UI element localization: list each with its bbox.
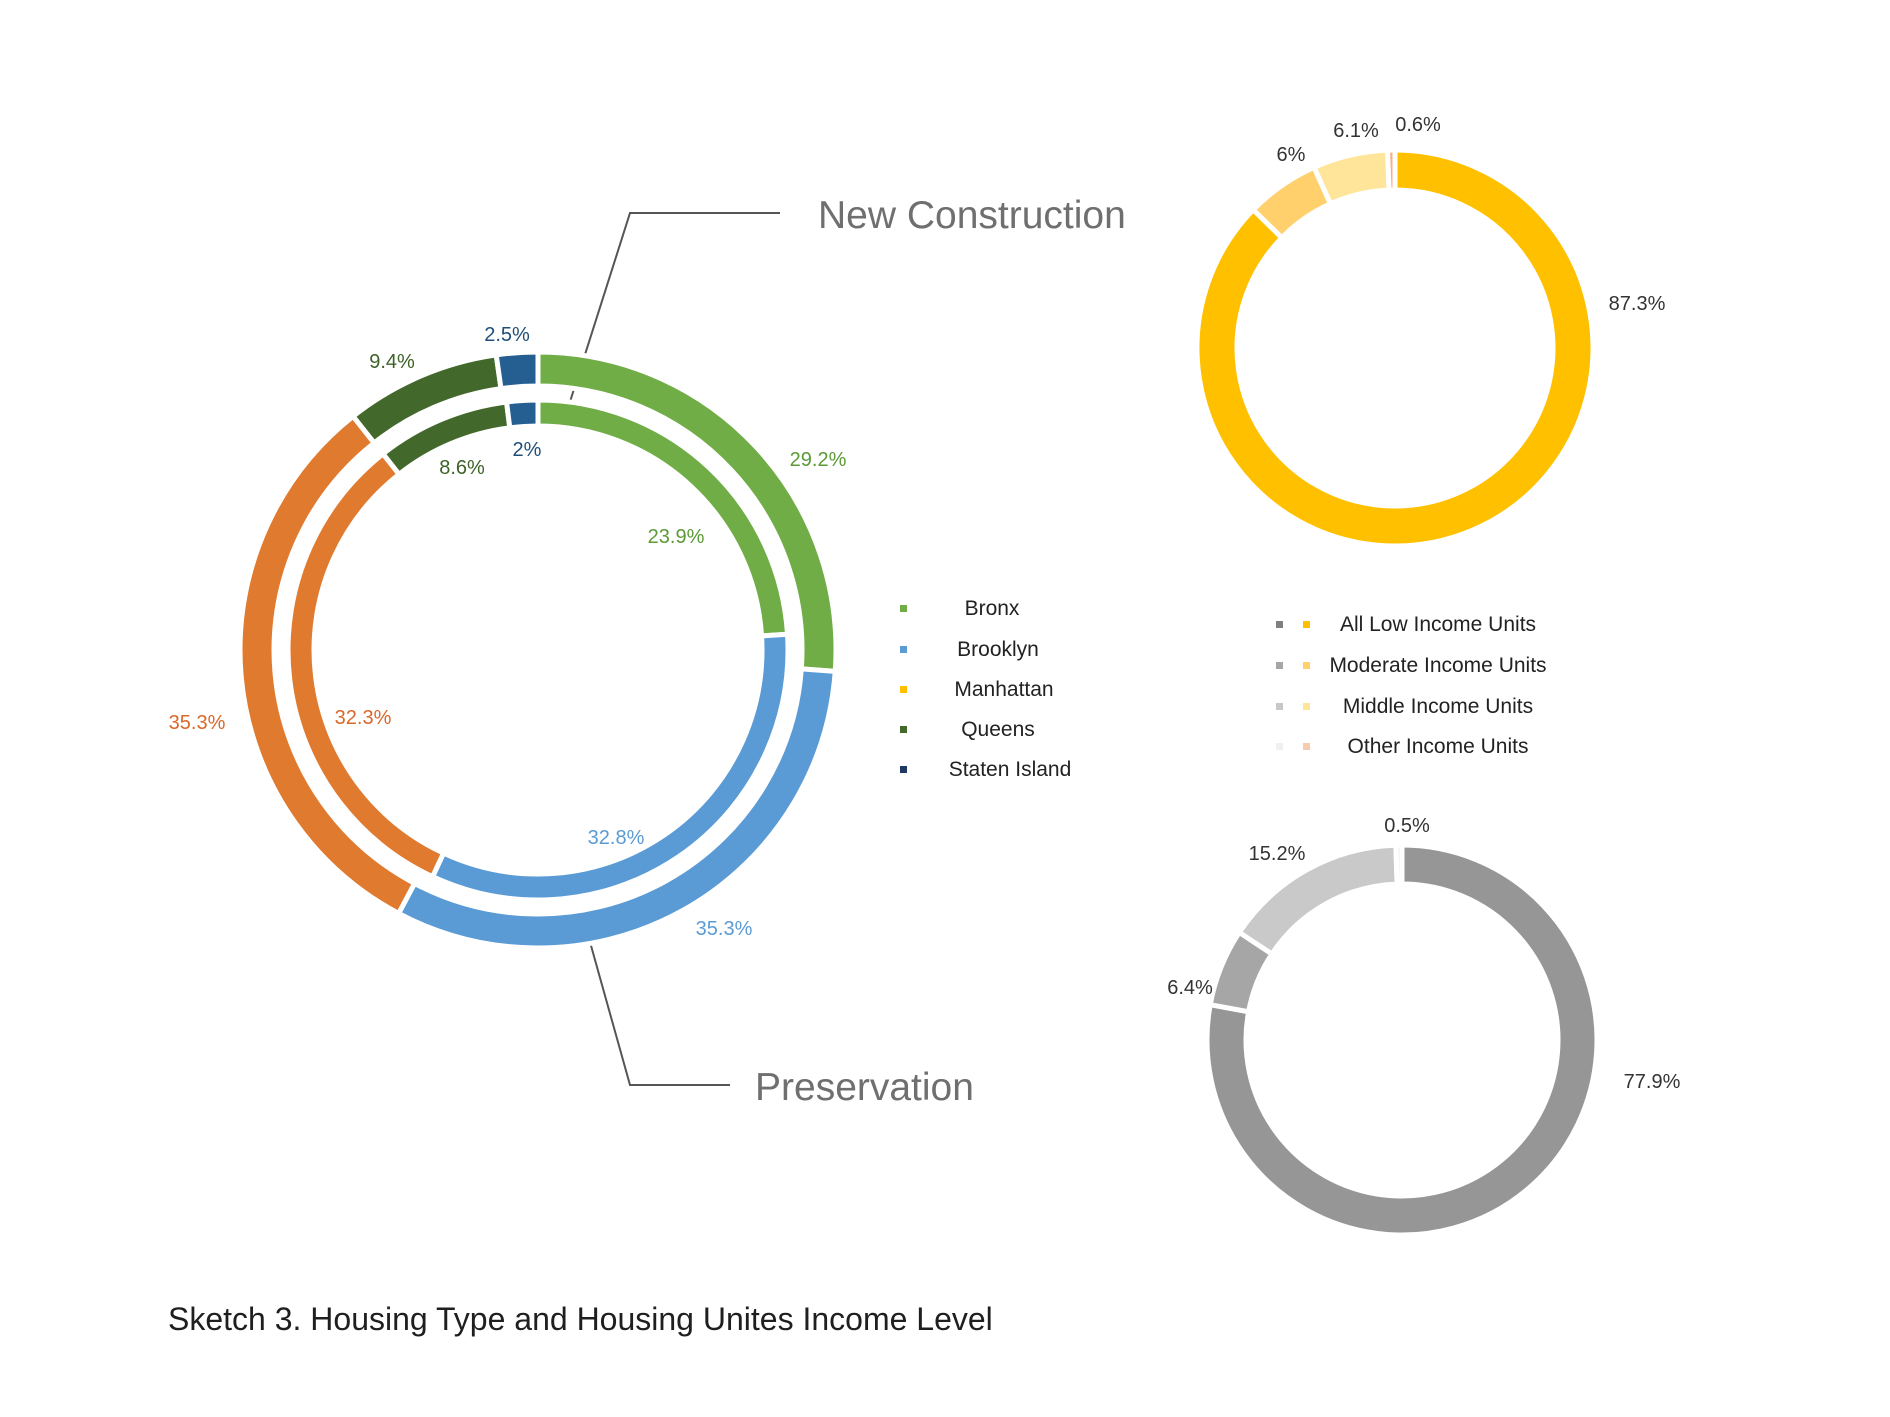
preservation-slice-staten-island	[503, 397, 541, 431]
income-legend-label-other-income-units: Other Income Units	[1348, 735, 1529, 758]
new-construction-label-brooklyn: 35.3%	[696, 918, 753, 940]
preservation-slice-bronx	[535, 397, 791, 639]
legend-swatch-staten-island	[900, 766, 907, 773]
new-construction-label-bronx: 29.2%	[790, 449, 847, 471]
new-construction-label-manhattan: 35.3%	[169, 712, 226, 734]
legend-swatch-queens	[900, 726, 907, 733]
income-gold-label-middle-income-units: 6.1%	[1333, 120, 1379, 142]
preservation-leader-line	[589, 941, 730, 1086]
new-construction-slice-bronx	[535, 349, 839, 675]
preservation-label-brooklyn: 32.8%	[588, 827, 645, 849]
income-legend-gold-swatch-middle-income-units	[1303, 703, 1310, 710]
legend-swatch-manhattan	[900, 686, 907, 693]
income-legend-gray-swatch-other-income-units	[1276, 743, 1283, 750]
income-gray-label-moderate-income-units: 6.4%	[1167, 977, 1213, 999]
preservation-income-doughnut: 77.9% 6.4% 15.2% 0.5%	[1167, 815, 1681, 1238]
new-construction-label-staten-island: 2.5%	[484, 324, 530, 346]
district-doughnut: 29.2% 35.3% 35.3% 9.4% 2.5% 23.9% 32.8% 32.3% 8.…	[169, 324, 847, 951]
preservation-label-staten-island: 2%	[513, 439, 542, 461]
income-gold-slice-all-low-income-units	[1194, 147, 1596, 549]
income-gold-label-other-income-units: 0.6%	[1395, 114, 1441, 136]
income-gray-slice-other-income-units	[1393, 842, 1405, 887]
income-legend: All Low Income Units Moderate Income Unit…	[1276, 613, 1547, 758]
legend-label-bronx: Bronx	[965, 597, 1020, 620]
income-gray-slice-all-low-income-units	[1204, 842, 1600, 1238]
callout-new-construction: New Construction	[818, 194, 1126, 237]
legend-label-staten-island: Staten Island	[949, 758, 1072, 781]
preservation-label-queens: 8.6%	[439, 457, 485, 479]
income-legend-label-moderate-income-units: Moderate Income Units	[1329, 654, 1546, 677]
income-gold-slice-middle-income-units	[1310, 147, 1392, 208]
preservation-label-bronx: 23.9%	[648, 526, 705, 548]
income-gray-label-middle-income-units: 15.2%	[1249, 843, 1306, 865]
income-gold-label-all-low-income-units: 87.3%	[1609, 293, 1666, 315]
figure-caption: Sketch 3. Housing Type and Housing Unite…	[168, 1301, 993, 1337]
income-gold-label-moderate-income-units: 6%	[1277, 144, 1306, 166]
income-legend-gold-swatch-moderate-income-units	[1303, 662, 1310, 669]
income-legend-gray-swatch-all-low-income-units	[1276, 621, 1283, 628]
new-construction-slice-staten-island	[493, 349, 541, 392]
new-construction-income-doughnut: 87.3% 6% 6.1% 0.6%	[1194, 114, 1666, 549]
income-legend-gold-swatch-other-income-units	[1303, 743, 1310, 750]
income-gold-slice-other-income-units	[1384, 147, 1398, 193]
new-construction-leader-line	[567, 212, 780, 409]
legend-label-manhattan: Manhattan	[954, 678, 1053, 701]
income-legend-gray-swatch-middle-income-units	[1276, 703, 1283, 710]
callout-preservation: Preservation	[755, 1066, 974, 1109]
legend-swatch-brooklyn	[900, 646, 907, 653]
income-legend-label-all-low-income-units: All Low Income Units	[1340, 613, 1536, 636]
income-gray-label-other-income-units: 0.5%	[1384, 815, 1430, 837]
legend-swatch-bronx	[900, 605, 907, 612]
legend-label-queens: Queens	[961, 718, 1035, 741]
income-legend-gray-swatch-moderate-income-units	[1276, 662, 1283, 669]
district-legend: Bronx Brooklyn Manhattan Queens Staten Islan…	[900, 597, 1071, 781]
new-construction-label-queens: 9.4%	[369, 351, 415, 373]
preservation-label-manhattan: 32.3%	[335, 707, 392, 729]
legend-label-brooklyn: Brooklyn	[957, 638, 1039, 661]
income-gray-label-all-low-income-units: 77.9%	[1624, 1071, 1681, 1093]
income-legend-label-middle-income-units: Middle Income Units	[1343, 695, 1533, 718]
income-legend-gold-swatch-all-low-income-units	[1303, 621, 1310, 628]
